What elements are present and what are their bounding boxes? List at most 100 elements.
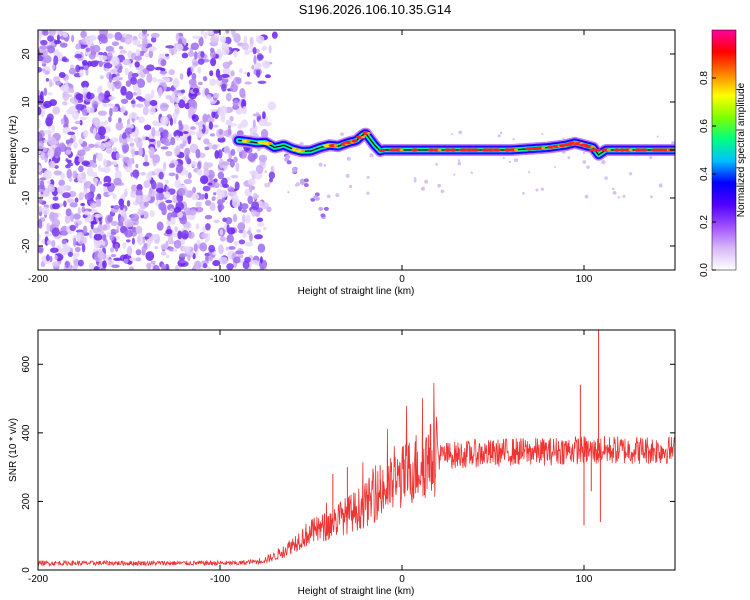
noise-blob bbox=[254, 62, 262, 70]
noise-blob bbox=[152, 154, 161, 164]
noise-blob bbox=[195, 223, 200, 230]
noise-blob bbox=[108, 116, 112, 123]
noise-blob bbox=[111, 41, 120, 47]
noise-blob bbox=[207, 266, 212, 270]
noise-blob bbox=[233, 50, 238, 58]
noise-blob bbox=[268, 171, 276, 180]
signal-peak-halo bbox=[514, 148, 519, 152]
noise-blob bbox=[70, 212, 75, 222]
noise-blob bbox=[104, 119, 108, 126]
noise-blob bbox=[137, 235, 144, 246]
noise-blob bbox=[138, 50, 146, 54]
noise-blob bbox=[98, 60, 104, 68]
noise-blob bbox=[38, 132, 43, 142]
noise-blob bbox=[247, 178, 256, 186]
noise-speck bbox=[366, 191, 370, 195]
noise-blob bbox=[256, 217, 264, 222]
noise-blob bbox=[80, 202, 86, 207]
noise-speck bbox=[323, 164, 327, 167]
noise-blob bbox=[79, 116, 88, 121]
noise-blob bbox=[149, 106, 156, 115]
noise-blob bbox=[201, 232, 208, 239]
noise-blob bbox=[109, 107, 113, 117]
noise-blob bbox=[170, 216, 176, 226]
noise-blob bbox=[217, 199, 224, 206]
noise-blob bbox=[220, 114, 226, 123]
noise-speck bbox=[318, 162, 323, 167]
noise-blob bbox=[103, 182, 112, 187]
noise-blob bbox=[142, 161, 150, 167]
noise-blob bbox=[94, 213, 103, 218]
noise-blob bbox=[207, 30, 214, 36]
snr-x-ticks: -200 -100 0 100 bbox=[28, 330, 593, 585]
noise-blob bbox=[202, 185, 211, 192]
signal-peak-halo bbox=[268, 142, 273, 145]
noise-blob bbox=[219, 236, 226, 242]
noise-blob bbox=[62, 33, 69, 38]
noise-blob bbox=[98, 51, 104, 56]
noise-blob bbox=[69, 202, 78, 208]
noise-speck bbox=[671, 141, 675, 145]
noise-blob bbox=[40, 39, 48, 46]
noise-blob bbox=[165, 150, 173, 157]
noise-blob bbox=[267, 101, 277, 111]
noise-blob bbox=[201, 260, 210, 264]
noise-blob bbox=[141, 30, 148, 35]
x-tick-label: -100 bbox=[210, 274, 230, 285]
noise-blob bbox=[155, 192, 160, 201]
noise-blob bbox=[238, 239, 246, 245]
noise-speck bbox=[562, 137, 565, 140]
noise-blob bbox=[130, 213, 140, 222]
noise-blob bbox=[70, 34, 75, 43]
noise-blob bbox=[48, 160, 56, 169]
noise-blob bbox=[169, 208, 174, 212]
y-tick-label: 0 bbox=[21, 567, 32, 573]
noise-speck bbox=[453, 173, 456, 176]
noise-blob bbox=[39, 90, 44, 101]
noise-blob bbox=[65, 158, 69, 162]
noise-blob bbox=[49, 212, 59, 220]
noise-blob bbox=[197, 66, 202, 74]
noise-blob bbox=[56, 33, 61, 43]
noise-blob bbox=[108, 103, 116, 107]
noise-blob bbox=[250, 128, 254, 136]
x-tick-label: 100 bbox=[576, 274, 593, 285]
noise-blob bbox=[209, 70, 214, 77]
noise-speck bbox=[413, 177, 417, 180]
noise-blob bbox=[54, 146, 62, 157]
noise-blob bbox=[67, 88, 75, 94]
noise-blob bbox=[222, 61, 231, 69]
noise-blob bbox=[51, 227, 60, 237]
noise-blob bbox=[73, 213, 81, 220]
noise-blob bbox=[55, 80, 62, 86]
noise-blob bbox=[78, 165, 84, 173]
noise-blob bbox=[146, 64, 155, 72]
noise-blob bbox=[170, 137, 176, 146]
branch-blob bbox=[291, 167, 297, 172]
noise-blob bbox=[56, 52, 64, 62]
noise-blob bbox=[187, 231, 195, 239]
noise-blob bbox=[129, 142, 135, 147]
noise-blob bbox=[123, 258, 129, 264]
noise-blob bbox=[224, 36, 232, 45]
noise-blob bbox=[45, 78, 50, 82]
noise-blob bbox=[73, 141, 78, 149]
noise-blob bbox=[219, 189, 228, 198]
noise-blob bbox=[204, 223, 211, 231]
spectrogram-xlabel: Height of straight line (km) bbox=[298, 286, 415, 297]
noise-blob bbox=[116, 225, 120, 231]
noise-blob bbox=[107, 259, 115, 267]
colorbar-tick-label: 0.0 bbox=[699, 263, 710, 277]
signal-peak-halo bbox=[606, 148, 611, 152]
noise-blob bbox=[78, 192, 84, 201]
noise-blob bbox=[103, 158, 107, 167]
noise-blob bbox=[225, 120, 233, 126]
noise-blob bbox=[178, 123, 184, 131]
noise-blob bbox=[181, 245, 191, 253]
noise-blob bbox=[164, 77, 171, 83]
noise-blob bbox=[91, 117, 101, 126]
noise-blob bbox=[200, 51, 205, 58]
signal-ridge-line bbox=[238, 133, 675, 156]
noise-blob bbox=[119, 49, 127, 54]
